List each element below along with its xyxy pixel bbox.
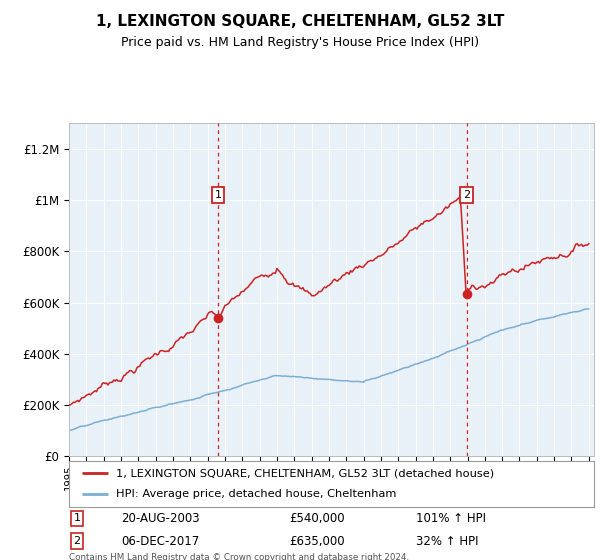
Text: 1: 1 [215,190,221,200]
Text: £635,000: £635,000 [290,535,345,548]
Text: £540,000: £540,000 [290,512,345,525]
Text: 2: 2 [463,190,470,200]
Text: 20-AUG-2003: 20-AUG-2003 [121,512,200,525]
Text: 1, LEXINGTON SQUARE, CHELTENHAM, GL52 3LT (detached house): 1, LEXINGTON SQUARE, CHELTENHAM, GL52 3L… [116,468,494,478]
Text: 1: 1 [73,514,80,524]
Text: Contains HM Land Registry data © Crown copyright and database right 2024.
This d: Contains HM Land Registry data © Crown c… [69,553,409,560]
Text: 101% ↑ HPI: 101% ↑ HPI [415,512,485,525]
Text: 06-DEC-2017: 06-DEC-2017 [121,535,200,548]
Text: HPI: Average price, detached house, Cheltenham: HPI: Average price, detached house, Chel… [116,489,397,500]
Text: Price paid vs. HM Land Registry's House Price Index (HPI): Price paid vs. HM Land Registry's House … [121,36,479,49]
Text: 32% ↑ HPI: 32% ↑ HPI [415,535,478,548]
Text: 1, LEXINGTON SQUARE, CHELTENHAM, GL52 3LT: 1, LEXINGTON SQUARE, CHELTENHAM, GL52 3L… [96,14,504,29]
Text: 2: 2 [73,536,80,546]
